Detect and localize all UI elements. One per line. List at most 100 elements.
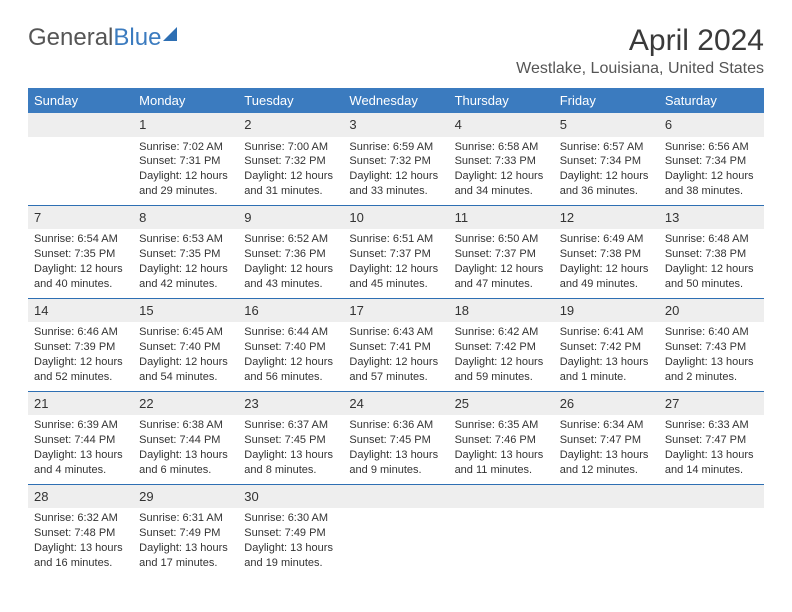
- sunrise-line: Sunrise: 7:00 AM: [244, 140, 337, 155]
- sunrise-line: Sunrise: 6:52 AM: [244, 232, 337, 247]
- sunrise-line: Sunrise: 6:54 AM: [34, 232, 127, 247]
- daylight-line: Daylight: 13 hours and 8 minutes.: [244, 448, 337, 478]
- logo: GeneralBlue: [28, 24, 177, 52]
- day-cell: Sunrise: 6:45 AMSunset: 7:40 PMDaylight:…: [133, 322, 238, 391]
- day-cell: Sunrise: 6:39 AMSunset: 7:44 PMDaylight:…: [28, 415, 133, 484]
- sunrise-line: Sunrise: 6:46 AM: [34, 325, 127, 340]
- sunset-line: Sunset: 7:31 PM: [139, 154, 232, 169]
- sunrise-line: Sunrise: 6:34 AM: [560, 418, 653, 433]
- sunrise-line: Sunrise: 6:57 AM: [560, 140, 653, 155]
- day-number: 11: [449, 205, 554, 229]
- daylight-line: Daylight: 13 hours and 16 minutes.: [34, 541, 127, 571]
- day-number: 8: [133, 205, 238, 229]
- content-row: Sunrise: 6:39 AMSunset: 7:44 PMDaylight:…: [28, 415, 764, 484]
- daylight-line: Daylight: 12 hours and 36 minutes.: [560, 169, 653, 199]
- daylight-line: Daylight: 13 hours and 14 minutes.: [665, 448, 758, 478]
- daylight-line: Daylight: 12 hours and 42 minutes.: [139, 262, 232, 292]
- day-number: 13: [659, 205, 764, 229]
- day-cell: Sunrise: 7:02 AMSunset: 7:31 PMDaylight:…: [133, 137, 238, 206]
- sunset-line: Sunset: 7:37 PM: [349, 247, 442, 262]
- day-number: 25: [449, 391, 554, 415]
- day-number: 28: [28, 484, 133, 508]
- sunrise-line: Sunrise: 6:59 AM: [349, 140, 442, 155]
- day-header-row: Sunday Monday Tuesday Wednesday Thursday…: [28, 88, 764, 113]
- day-number: [343, 484, 448, 508]
- sunset-line: Sunset: 7:47 PM: [560, 433, 653, 448]
- sunrise-line: Sunrise: 6:33 AM: [665, 418, 758, 433]
- day-number: [28, 113, 133, 137]
- sunset-line: Sunset: 7:33 PM: [455, 154, 548, 169]
- title-block: April 2024 Westlake, Louisiana, United S…: [516, 24, 764, 78]
- sunrise-line: Sunrise: 6:45 AM: [139, 325, 232, 340]
- day-number: 9: [238, 205, 343, 229]
- day-number: [449, 484, 554, 508]
- day-number: 23: [238, 391, 343, 415]
- sunset-line: Sunset: 7:49 PM: [139, 526, 232, 541]
- daylight-line: Daylight: 13 hours and 19 minutes.: [244, 541, 337, 571]
- sunset-line: Sunset: 7:40 PM: [139, 340, 232, 355]
- day-cell: [28, 137, 133, 206]
- day-number: 1: [133, 113, 238, 137]
- sunset-line: Sunset: 7:39 PM: [34, 340, 127, 355]
- sunset-line: Sunset: 7:42 PM: [455, 340, 548, 355]
- day-cell: Sunrise: 6:51 AMSunset: 7:37 PMDaylight:…: [343, 229, 448, 298]
- daylight-line: Daylight: 12 hours and 40 minutes.: [34, 262, 127, 292]
- day-number: 6: [659, 113, 764, 137]
- day-cell: Sunrise: 6:32 AMSunset: 7:48 PMDaylight:…: [28, 508, 133, 576]
- daylight-line: Daylight: 12 hours and 38 minutes.: [665, 169, 758, 199]
- daylight-line: Daylight: 13 hours and 12 minutes.: [560, 448, 653, 478]
- sunset-line: Sunset: 7:36 PM: [244, 247, 337, 262]
- sunrise-line: Sunrise: 6:41 AM: [560, 325, 653, 340]
- daylight-line: Daylight: 12 hours and 45 minutes.: [349, 262, 442, 292]
- logo-word2: Blue: [113, 24, 161, 52]
- daylight-line: Daylight: 12 hours and 52 minutes.: [34, 355, 127, 385]
- day-cell: Sunrise: 6:31 AMSunset: 7:49 PMDaylight:…: [133, 508, 238, 576]
- daylight-line: Daylight: 12 hours and 56 minutes.: [244, 355, 337, 385]
- sunset-line: Sunset: 7:38 PM: [665, 247, 758, 262]
- sunrise-line: Sunrise: 6:53 AM: [139, 232, 232, 247]
- day-number: 14: [28, 298, 133, 322]
- day-number: 15: [133, 298, 238, 322]
- day-cell: Sunrise: 6:42 AMSunset: 7:42 PMDaylight:…: [449, 322, 554, 391]
- day-cell: Sunrise: 6:50 AMSunset: 7:37 PMDaylight:…: [449, 229, 554, 298]
- sunset-line: Sunset: 7:35 PM: [34, 247, 127, 262]
- day-number: 16: [238, 298, 343, 322]
- day-header: Tuesday: [238, 88, 343, 113]
- day-number: 17: [343, 298, 448, 322]
- day-header: Wednesday: [343, 88, 448, 113]
- day-cell: Sunrise: 6:43 AMSunset: 7:41 PMDaylight:…: [343, 322, 448, 391]
- day-number: 30: [238, 484, 343, 508]
- day-cell: Sunrise: 6:57 AMSunset: 7:34 PMDaylight:…: [554, 137, 659, 206]
- sunrise-line: Sunrise: 6:37 AM: [244, 418, 337, 433]
- day-cell: Sunrise: 6:38 AMSunset: 7:44 PMDaylight:…: [133, 415, 238, 484]
- sunrise-line: Sunrise: 6:40 AM: [665, 325, 758, 340]
- sunset-line: Sunset: 7:42 PM: [560, 340, 653, 355]
- content-row: Sunrise: 6:46 AMSunset: 7:39 PMDaylight:…: [28, 322, 764, 391]
- daylight-line: Daylight: 13 hours and 9 minutes.: [349, 448, 442, 478]
- sunrise-line: Sunrise: 6:36 AM: [349, 418, 442, 433]
- daylight-line: Daylight: 12 hours and 59 minutes.: [455, 355, 548, 385]
- daylight-line: Daylight: 12 hours and 50 minutes.: [665, 262, 758, 292]
- content-row: Sunrise: 7:02 AMSunset: 7:31 PMDaylight:…: [28, 137, 764, 206]
- day-cell: Sunrise: 6:33 AMSunset: 7:47 PMDaylight:…: [659, 415, 764, 484]
- day-number: 2: [238, 113, 343, 137]
- day-cell: Sunrise: 6:52 AMSunset: 7:36 PMDaylight:…: [238, 229, 343, 298]
- sunset-line: Sunset: 7:38 PM: [560, 247, 653, 262]
- day-number: 20: [659, 298, 764, 322]
- day-cell: Sunrise: 6:59 AMSunset: 7:32 PMDaylight:…: [343, 137, 448, 206]
- day-cell: [343, 508, 448, 576]
- sunrise-line: Sunrise: 6:42 AM: [455, 325, 548, 340]
- daynum-row: 14151617181920: [28, 298, 764, 322]
- location-text: Westlake, Louisiana, United States: [516, 60, 764, 78]
- day-number: [659, 484, 764, 508]
- sunrise-line: Sunrise: 6:31 AM: [139, 511, 232, 526]
- daylight-line: Daylight: 12 hours and 49 minutes.: [560, 262, 653, 292]
- day-cell: [659, 508, 764, 576]
- day-cell: Sunrise: 6:49 AMSunset: 7:38 PMDaylight:…: [554, 229, 659, 298]
- sunrise-line: Sunrise: 6:56 AM: [665, 140, 758, 155]
- sunrise-line: Sunrise: 6:48 AM: [665, 232, 758, 247]
- day-number: 24: [343, 391, 448, 415]
- day-number: 29: [133, 484, 238, 508]
- day-cell: Sunrise: 7:00 AMSunset: 7:32 PMDaylight:…: [238, 137, 343, 206]
- daylight-line: Daylight: 13 hours and 4 minutes.: [34, 448, 127, 478]
